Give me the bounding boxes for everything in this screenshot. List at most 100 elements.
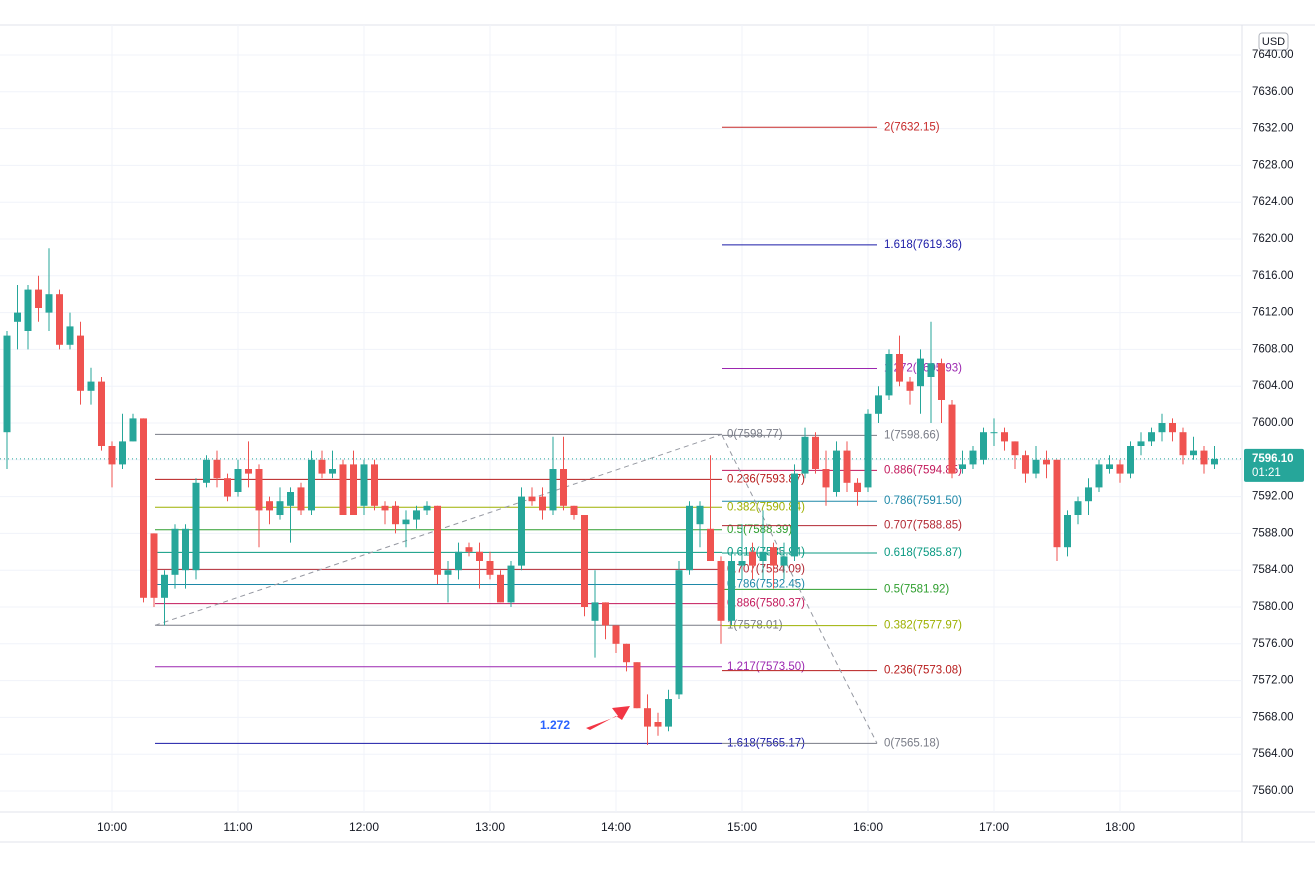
candle-body bbox=[255, 469, 263, 511]
candle-body bbox=[1001, 432, 1008, 442]
candle-body bbox=[864, 413, 872, 488]
candle-body bbox=[413, 510, 420, 520]
candle-body bbox=[686, 505, 693, 571]
fib-label: 1.618(7619.36) bbox=[884, 239, 962, 251]
candle-body bbox=[623, 643, 630, 663]
candle-body bbox=[224, 478, 231, 497]
y-tick-label: 7564.00 bbox=[1252, 748, 1294, 760]
candle-body bbox=[959, 464, 966, 469]
candle-body bbox=[749, 551, 756, 566]
candle-body bbox=[791, 473, 798, 557]
candle-body bbox=[885, 354, 893, 396]
candle-body bbox=[854, 482, 861, 492]
x-tick-label: 18:00 bbox=[1105, 820, 1135, 834]
y-tick-label: 7600.00 bbox=[1252, 417, 1294, 429]
candle-body bbox=[87, 381, 95, 391]
y-tick-label: 7584.00 bbox=[1252, 564, 1294, 576]
y-tick-label: 7612.00 bbox=[1252, 307, 1294, 319]
candle-body bbox=[381, 505, 389, 511]
fib-label: 0.5(7588.39) bbox=[727, 524, 792, 536]
candle-body bbox=[1169, 423, 1176, 433]
y-tick-label: 7620.00 bbox=[1252, 233, 1294, 245]
fib-label: 0(7598.77) bbox=[727, 428, 783, 440]
candle-body bbox=[875, 395, 882, 414]
candle-body bbox=[1032, 459, 1040, 474]
candle-body bbox=[1022, 455, 1029, 474]
y-tick-label: 7608.00 bbox=[1252, 343, 1294, 355]
candle-body bbox=[35, 289, 42, 308]
candle-body bbox=[1053, 459, 1061, 548]
candle-body bbox=[1190, 450, 1197, 456]
candle-body bbox=[528, 496, 536, 502]
candle-body bbox=[203, 459, 210, 483]
candle-body bbox=[1148, 432, 1155, 442]
fib-label: 1.217(7573.50) bbox=[727, 661, 805, 673]
arrow bbox=[586, 706, 630, 730]
x-tick-label: 13:00 bbox=[475, 820, 505, 834]
candle-body bbox=[896, 354, 903, 382]
candle-body bbox=[329, 469, 336, 474]
candle-body bbox=[518, 496, 525, 566]
candle-body bbox=[350, 464, 357, 515]
x-tick-label: 16:00 bbox=[853, 820, 883, 834]
fib-label: 0.382(7590.84) bbox=[727, 501, 805, 513]
y-tick-label: 7604.00 bbox=[1252, 380, 1294, 392]
candle-body bbox=[1064, 515, 1071, 548]
candle-body bbox=[507, 565, 515, 603]
candle-body bbox=[444, 570, 452, 575]
candle-body bbox=[738, 561, 746, 566]
candle-body bbox=[465, 547, 473, 552]
fib-trendline bbox=[721, 435, 878, 744]
candle-body bbox=[434, 505, 441, 575]
candle-body bbox=[1074, 501, 1082, 515]
candle-body bbox=[1106, 464, 1113, 469]
candle-body bbox=[98, 381, 105, 446]
currency[interactable]: USD bbox=[1262, 36, 1285, 48]
candle-body bbox=[266, 501, 273, 511]
candle-body bbox=[423, 505, 431, 511]
candle-body bbox=[318, 459, 326, 474]
candle-body bbox=[192, 482, 200, 571]
candle-body bbox=[1127, 446, 1134, 474]
candle-body bbox=[728, 561, 735, 621]
candle-body bbox=[371, 464, 378, 506]
y-tick-label: 7560.00 bbox=[1252, 785, 1294, 797]
annotation: 1.272 bbox=[540, 718, 570, 732]
candle-body bbox=[801, 436, 809, 474]
fib-label: 0(7565.18) bbox=[884, 737, 940, 749]
candle-body bbox=[150, 533, 158, 598]
y-tick-label: 7576.00 bbox=[1252, 638, 1294, 650]
y-tick-label: 7588.00 bbox=[1252, 527, 1294, 539]
candle-body bbox=[45, 294, 53, 313]
currency-box[interactable] bbox=[1258, 32, 1289, 51]
candle-body bbox=[707, 528, 714, 561]
candle-body bbox=[1179, 432, 1187, 456]
candle-body bbox=[24, 289, 32, 331]
candle-body bbox=[245, 469, 252, 474]
candle-body bbox=[14, 312, 21, 322]
candle-body bbox=[182, 528, 189, 571]
candle-body bbox=[560, 469, 567, 506]
fib-label: 0.5(7581.92) bbox=[884, 583, 949, 595]
candle-body bbox=[780, 556, 788, 566]
y-tick-label: 7624.00 bbox=[1252, 196, 1294, 208]
fib-label: 0.707(7584.09) bbox=[727, 563, 805, 575]
candle-body bbox=[948, 404, 956, 474]
countdown: 01:21 bbox=[1252, 467, 1281, 479]
candle-body bbox=[644, 708, 651, 727]
candle-body bbox=[497, 574, 504, 603]
candle-body bbox=[119, 441, 126, 465]
candle-body bbox=[570, 505, 578, 515]
y-tick-label: 7640.00 bbox=[1252, 49, 1294, 61]
y-tick-label: 7616.00 bbox=[1252, 270, 1294, 282]
candle-body bbox=[654, 722, 662, 727]
y-tick-label: 7636.00 bbox=[1252, 86, 1294, 98]
y-tick-label: 7632.00 bbox=[1252, 123, 1294, 135]
candle-body bbox=[980, 432, 987, 460]
candle-body bbox=[77, 335, 84, 391]
candle-body bbox=[812, 436, 819, 469]
candle-body bbox=[1158, 423, 1166, 433]
candle-body bbox=[287, 492, 294, 506]
y-tick-label: 7568.00 bbox=[1252, 711, 1294, 723]
candle-body bbox=[633, 662, 641, 709]
